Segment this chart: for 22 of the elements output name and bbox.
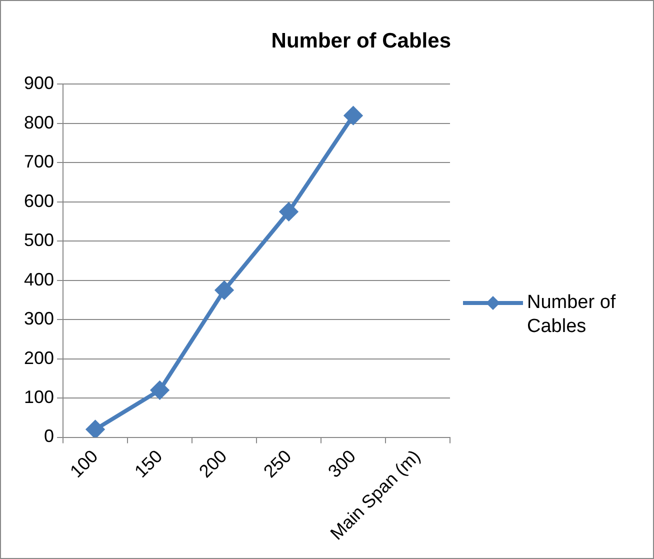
y-tick-label: 400 <box>24 269 54 290</box>
y-tick-label: 300 <box>24 308 54 329</box>
y-tick-label: 900 <box>24 73 54 94</box>
x-tick-label: 200 <box>195 446 231 482</box>
y-tick-label: 0 <box>44 426 54 446</box>
x-tick-label: 100 <box>66 446 102 482</box>
y-tick-label: 500 <box>24 230 54 250</box>
chart-title: Number of Cables <box>271 29 451 52</box>
point <box>150 381 169 400</box>
y-tick-label: 100 <box>24 387 54 407</box>
legend-label: Number of Cables <box>527 291 617 339</box>
x-tick-label: 150 <box>130 446 166 482</box>
point <box>280 202 298 221</box>
point <box>344 106 362 125</box>
y-tick-label: 600 <box>24 190 54 211</box>
y-tick-label: 700 <box>24 152 54 172</box>
point <box>215 281 234 300</box>
y-tick-label: 200 <box>24 348 54 368</box>
x-tick-label: 250 <box>260 446 296 482</box>
point <box>86 420 104 438</box>
y-tick-label: 800 <box>24 112 54 132</box>
x-tick-label: 300 <box>324 446 360 482</box>
